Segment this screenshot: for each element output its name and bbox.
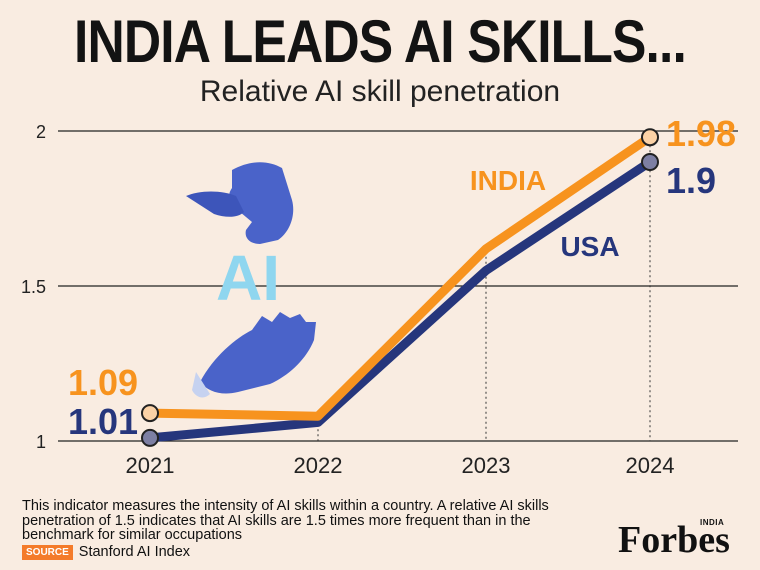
- data-label-india-2021: 1.09: [68, 362, 138, 403]
- series-label-usa: USA: [560, 231, 619, 262]
- data-point-usa-2024: [641, 153, 659, 171]
- source-row: SOURCE Stanford AI Index: [22, 544, 190, 560]
- labels-layer: 1.091.01 1.98 1.9 INDIA USA: [68, 113, 736, 442]
- data-point-india-2021: [141, 404, 159, 423]
- x-tick-label: 2022: [294, 453, 343, 478]
- ai-illustration-text: AI: [216, 242, 280, 314]
- chart-subtitle: Relative AI skill penetration: [199, 75, 561, 108]
- data-point-india-2024: [641, 128, 659, 147]
- y-tick-label: 2: [36, 122, 46, 142]
- series-line-usa: [145, 157, 655, 443]
- footnote: This indicator measures the intensity of…: [22, 498, 549, 543]
- lower-hand-icon: [200, 312, 316, 394]
- data-label-usa-2024: 1.9: [666, 160, 716, 201]
- data-label-india-2024: 1.98: [666, 113, 736, 154]
- x-tick-label: 2021: [126, 453, 175, 478]
- source-tag: SOURCE: [22, 544, 73, 560]
- y-tick-label: 1: [36, 432, 46, 452]
- source-text: Stanford AI Index: [78, 544, 191, 560]
- grid-lines: 1 1.5 2 2021 2022 2023 2024: [21, 122, 738, 478]
- upper-hand-finger-icon: [186, 191, 244, 217]
- lower-hand-cuff-icon: [192, 372, 210, 398]
- series-layer: [141, 128, 659, 447]
- y-tick-label: 1.5: [21, 277, 46, 297]
- chart-title: INDIA LEADS AI SKILLS...: [74, 8, 687, 75]
- series-line-india: [145, 132, 655, 421]
- ai-hands-illustration: AI: [186, 162, 316, 398]
- x-tick-label: 2023: [462, 453, 511, 478]
- forbes-logo-sub: INDIA: [700, 518, 725, 527]
- series-label-india: INDIA: [470, 165, 546, 196]
- upper-hand-icon: [229, 162, 294, 244]
- data-point-usa-2021: [141, 428, 159, 447]
- forbes-logo: Forbes: [618, 519, 730, 561]
- x-tick-label: 2024: [626, 453, 675, 478]
- data-label-usa-2021: 1.01: [68, 401, 138, 442]
